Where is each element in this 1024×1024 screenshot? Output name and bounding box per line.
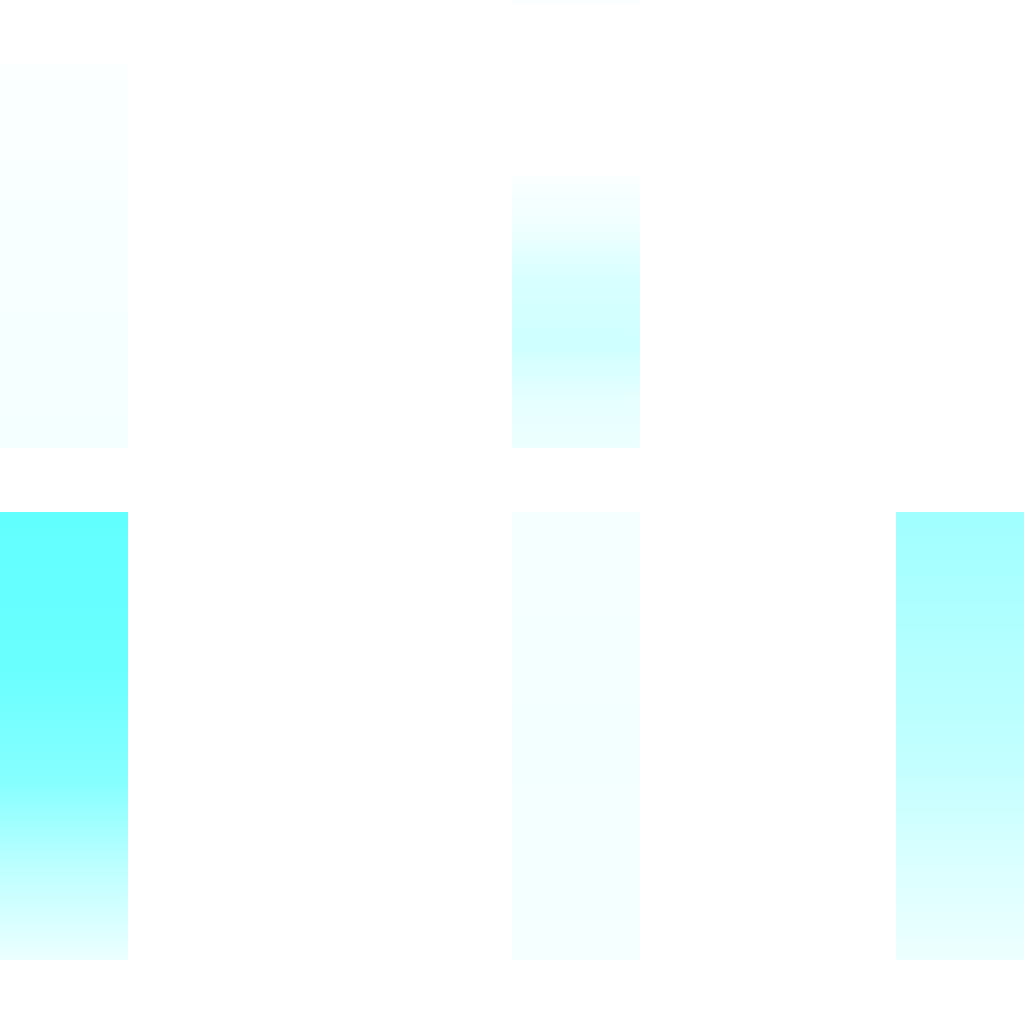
block-top-left	[0, 64, 128, 448]
block-top-center	[512, 176, 640, 448]
block-top-center-edge	[512, 0, 640, 4]
block-bottom-left	[0, 512, 128, 960]
block-bottom-center	[512, 512, 640, 960]
block-bottom-right	[896, 512, 1024, 960]
